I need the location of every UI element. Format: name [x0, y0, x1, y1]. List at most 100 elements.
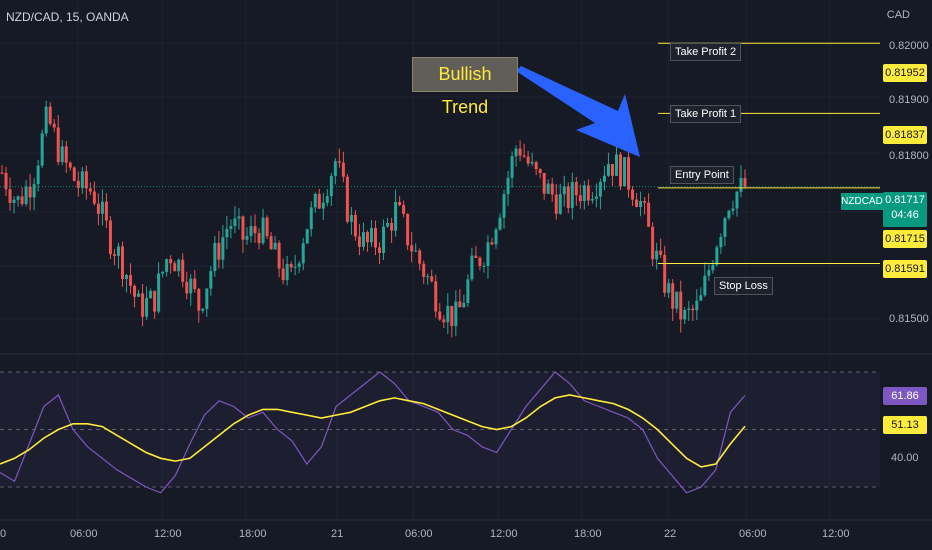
candle-body — [550, 183, 554, 195]
symbol-price-tag: NZDCAD — [841, 193, 883, 210]
candle-body — [189, 278, 193, 294]
candle-body — [647, 202, 651, 227]
candle-body — [321, 202, 325, 209]
candle-body — [297, 263, 301, 267]
entry-point-label[interactable]: Entry Point — [670, 166, 734, 184]
candle-body — [80, 171, 84, 188]
entry-price-tag: 0.81715 — [883, 230, 927, 248]
candle-body — [265, 217, 269, 237]
candle-body — [618, 154, 622, 187]
candle-body — [466, 279, 470, 303]
current-price: 0.81717 — [885, 194, 925, 206]
candle-body — [20, 196, 24, 205]
take-profit-1-label[interactable]: Take Profit 1 — [670, 105, 742, 123]
candle-body — [72, 167, 76, 181]
candle-body — [237, 216, 241, 219]
candle-body — [329, 175, 333, 197]
candle-body — [679, 291, 683, 320]
time-tick: 18:00 — [239, 528, 267, 540]
candle-body — [137, 293, 141, 297]
candle-body — [269, 236, 273, 250]
candle-body — [663, 254, 667, 293]
candle-body — [566, 186, 570, 208]
candle-body — [369, 228, 373, 243]
candle-body — [261, 217, 265, 244]
time-tick: 0 — [0, 528, 7, 540]
candle-body — [64, 146, 68, 163]
candle-body — [522, 155, 526, 157]
bullish-trend-label[interactable]: Bullish Trend — [412, 57, 518, 117]
candle-body — [739, 177, 743, 192]
candle-body — [386, 222, 390, 227]
candle-body — [546, 183, 550, 194]
candle-body — [406, 213, 410, 246]
candle-body — [285, 263, 289, 281]
candle-body — [655, 250, 659, 260]
candle-body — [627, 157, 631, 190]
candle-body — [44, 106, 48, 134]
candle-body — [133, 285, 137, 297]
candle-body — [277, 242, 281, 269]
candle-body — [88, 188, 92, 192]
candlestick-series — [0, 100, 747, 338]
candle-body — [514, 148, 518, 157]
candle-body — [422, 263, 426, 277]
time-tick: 06:00 — [70, 528, 98, 540]
candle-body — [434, 281, 438, 312]
candle-body — [743, 177, 747, 187]
candle-body — [100, 201, 104, 214]
candle-body — [606, 164, 610, 176]
candle-body — [56, 127, 60, 163]
candle-body — [241, 216, 245, 240]
candle-body — [590, 198, 594, 201]
candle-body — [695, 300, 699, 311]
candle-body — [538, 169, 542, 173]
candle-body — [0, 172, 4, 174]
candle-body — [28, 186, 32, 198]
candle-body — [193, 278, 197, 290]
candle-body — [462, 302, 466, 308]
candle-body — [510, 156, 514, 178]
candle-body — [474, 255, 478, 258]
candle-body — [60, 146, 64, 163]
candle-body — [253, 226, 257, 234]
candle-body — [554, 194, 558, 214]
rsi-level-40: 40.00 — [891, 452, 919, 464]
candle-body — [32, 184, 36, 198]
candle-body — [84, 171, 88, 189]
candle-body — [450, 305, 454, 327]
candle-body — [502, 193, 506, 218]
time-tick: 18:00 — [574, 528, 602, 540]
price-tick-0.82000: 0.82000 — [889, 40, 929, 52]
candle-body — [40, 133, 44, 166]
candle-body — [651, 226, 655, 260]
stop-loss-label[interactable]: Stop Loss — [714, 277, 773, 295]
candle-body — [36, 165, 40, 185]
candle-body — [438, 311, 442, 320]
candle-body — [430, 276, 434, 282]
candle-body — [602, 175, 606, 182]
candle-body — [478, 257, 482, 267]
candle-body — [129, 275, 133, 286]
candle-body — [671, 283, 675, 309]
candle-body — [112, 254, 116, 256]
candle-body — [325, 196, 329, 203]
candle-body — [157, 273, 161, 312]
candle-body — [149, 290, 153, 299]
candle-body — [141, 293, 145, 317]
take-profit-2-label[interactable]: Take Profit 2 — [670, 43, 742, 61]
candle-body — [305, 229, 309, 244]
candle-body — [153, 290, 157, 312]
symbol-title[interactable]: NZD/CAD, 15, OANDA — [6, 10, 129, 24]
candle-body — [233, 218, 237, 227]
candle-body — [498, 217, 502, 230]
candle-body — [48, 106, 52, 124]
candle-body — [289, 263, 293, 268]
candle-body — [659, 250, 663, 255]
candle-body — [490, 242, 494, 245]
candle-body — [687, 308, 691, 310]
currency-label: CAD — [886, 9, 910, 21]
candle-body — [197, 289, 201, 311]
candle-body — [719, 236, 723, 248]
